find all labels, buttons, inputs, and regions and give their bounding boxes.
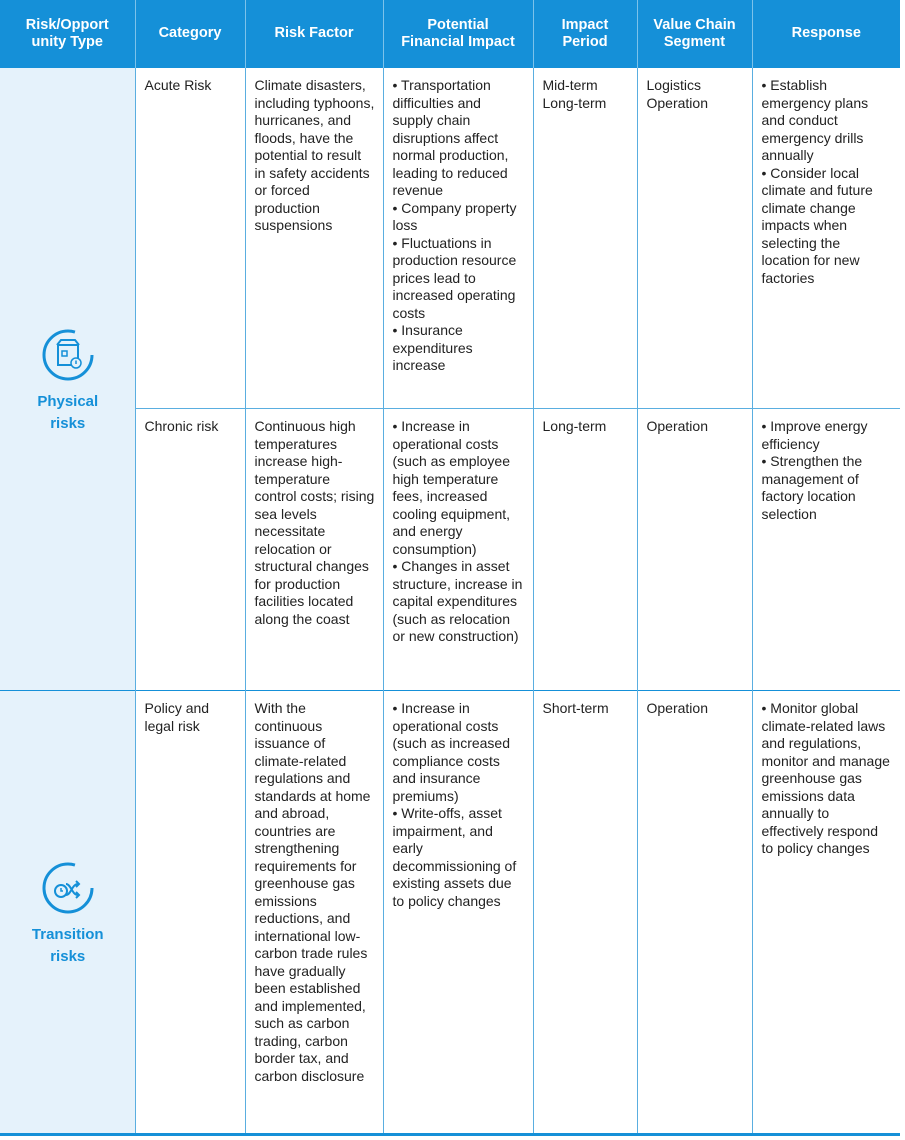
response-cell: • Establish emergency plans and conduct … <box>751 67 900 409</box>
header-cell: Response <box>751 0 900 68</box>
impact-cell: • Increase in operational costs (such as… <box>382 690 533 1134</box>
risk-factor-text: Continuous high temperatures increase hi… <box>254 418 375 627</box>
category-text: Chronic risk <box>144 418 219 434</box>
transition-icon <box>42 862 94 914</box>
category-text: Acute Risk <box>144 77 212 93</box>
table-row: Physical risks Acute Risk Climate disasters… <box>0 67 900 691</box>
header-text: Financial Impact <box>401 33 515 50</box>
segment-text: Operation <box>646 418 708 434</box>
impact-cell: • Increase in operational costs (such as… <box>382 408 533 691</box>
category-text: Policy and <box>144 700 210 716</box>
header-cell: Risk/Opport unity Type <box>0 0 135 68</box>
period-text: Mid-term <box>542 77 598 93</box>
physical-icon <box>42 329 94 380</box>
response-bullet: • Establish emergency plans and conduct … <box>761 77 869 163</box>
impact-bullet: • Insurance expenditures increase <box>392 322 473 373</box>
response-bullet: • Improve energy efficiency <box>761 418 868 452</box>
type-label: Physical <box>37 392 99 410</box>
table-row: Chronic risk Continuous high temperatures… <box>0 408 900 691</box>
segment-cell: Operation <box>636 408 752 691</box>
segment-text: Operation <box>646 94 708 111</box>
period-cell: Long-term <box>532 408 637 691</box>
category-text: legal risk <box>144 717 200 734</box>
risk-factor-cell: Continuous high temperatures increase hi… <box>244 408 383 691</box>
header-cell: Risk Factor <box>244 0 383 68</box>
header-row: Risk/Opport unity Type Category Risk Factor… <box>0 0 900 68</box>
header-cell: Impact Period <box>532 0 637 68</box>
period-text: Long-term <box>542 94 607 111</box>
header-text: Response <box>791 25 861 41</box>
header-text: Category <box>158 25 222 41</box>
segment-cell: Operation <box>636 690 752 1134</box>
impact-bullet: • Transportation difficulties and supply… <box>392 77 509 198</box>
header-text: Value Chain <box>653 16 736 33</box>
table-body: Physical risks Acute Risk Climate disasters… <box>0 67 900 1134</box>
risk-factor-text: Climate disasters, including typhoons, h… <box>254 77 375 233</box>
header-text: Period <box>562 33 608 50</box>
header-cell: Category <box>134 0 245 68</box>
impact-bullet: • Company property loss <box>392 199 517 234</box>
risk-factor-cell: With the continuous issuance of climate-… <box>244 690 383 1134</box>
header-text: Risk Factor <box>274 25 354 41</box>
impact-bullet: • Changes in asset structure, increase i… <box>392 558 523 644</box>
period-text: Long-term <box>542 418 607 434</box>
impact-bullet: • Increase in operational costs (such as… <box>392 700 511 804</box>
response-bullet: • Monitor global climate-related laws an… <box>761 700 890 856</box>
header-cell: Potential Financial Impact <box>382 0 533 68</box>
segment-cell: Logistics Operation <box>636 67 752 409</box>
period-text: Short-term <box>542 700 609 716</box>
type-cell: Physical risks <box>0 67 135 691</box>
risk-factor-text: With the continuous issuance of climate-… <box>254 700 371 1084</box>
period-cell: Mid-term Long-term <box>532 67 637 409</box>
segment-text: Logistics <box>646 77 701 93</box>
header-text: Risk/Opport <box>25 16 109 33</box>
response-cell: • Monitor global climate-related laws an… <box>751 690 900 1134</box>
response-bullet: • Consider local climate and future clim… <box>761 164 873 286</box>
type-cell: Transition risks <box>0 690 135 1134</box>
type-label: risks <box>50 414 86 432</box>
impact-bullet: • Write-offs, asset impairment, and earl… <box>392 805 517 909</box>
category-cell: Chronic risk <box>134 408 245 691</box>
response-cell: • Improve energy efficiency • Strengthen … <box>751 408 900 691</box>
bottom-rule <box>0 1133 900 1136</box>
type-label: risks <box>50 947 86 965</box>
type-label: Transition <box>31 925 104 943</box>
impact-bullet: • Fluctuations in production resource pr… <box>392 234 517 321</box>
impact-bullet: • Increase in operational costs (such as… <box>392 418 511 557</box>
response-bullet: • Strengthen the management of factory l… <box>761 453 863 522</box>
header-text: Impact <box>561 16 609 33</box>
risk-factor-cell: Climate disasters, including typhoons, h… <box>244 67 383 409</box>
period-cell: Short-term <box>532 690 637 1134</box>
header-cell: Value Chain Segment <box>636 0 752 68</box>
header-text: Potential <box>427 16 489 33</box>
table-row: Transition risks Policy and legal risk With … <box>0 690 900 1134</box>
header-text: unity Type <box>31 33 103 50</box>
impact-cell: • Transportation difficulties and supply… <box>382 67 533 409</box>
header-text: Segment <box>663 33 726 50</box>
segment-text: Operation <box>646 700 708 716</box>
category-cell: Acute Risk <box>134 67 245 409</box>
category-cell: Policy and legal risk <box>134 690 245 1134</box>
